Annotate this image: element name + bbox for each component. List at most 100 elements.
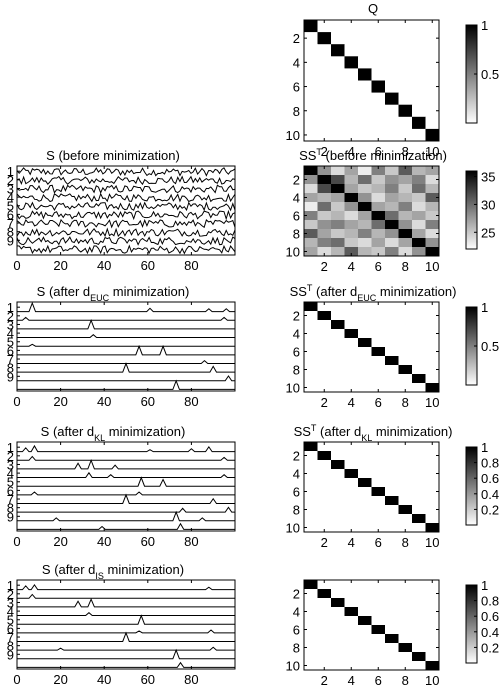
heatmap-cell xyxy=(331,634,345,644)
heatmap-cell xyxy=(358,32,372,45)
heatmap-cell xyxy=(385,496,399,506)
heatmap-cell xyxy=(371,661,386,671)
series-line xyxy=(17,491,235,496)
heatmap-cell xyxy=(344,320,359,330)
title-part: EUC xyxy=(357,293,377,303)
heatmap-cell xyxy=(331,166,345,176)
heatmap-cell xyxy=(304,625,318,635)
series-line xyxy=(17,458,235,470)
heatmap-cell xyxy=(371,451,386,461)
heatmap-cell xyxy=(385,202,399,212)
x-tick-label: 4 xyxy=(348,535,355,550)
heatmap-cell xyxy=(398,320,413,330)
y-tick-label: 7 xyxy=(7,216,14,231)
title-part: S (after d xyxy=(42,562,95,577)
heatmap-cell xyxy=(385,166,399,176)
heatmap-cell xyxy=(331,128,345,142)
heatmap-cell xyxy=(358,460,372,470)
heatmap-cell xyxy=(425,202,440,212)
heatmap-cell xyxy=(344,580,359,590)
heatmap-cell xyxy=(412,32,426,45)
heatmap-cell xyxy=(398,356,413,366)
heatmap-cell xyxy=(344,383,359,393)
heatmap-cell xyxy=(398,589,413,599)
heatmap-cell xyxy=(344,56,359,69)
heatmap-cell xyxy=(385,116,399,130)
heatmap-cell xyxy=(344,302,359,312)
series-line xyxy=(17,493,235,504)
heatmap-cell xyxy=(304,580,318,590)
series-line xyxy=(17,646,235,651)
heatmap-cell xyxy=(317,320,332,330)
x-tick-label: 8 xyxy=(402,673,409,688)
heatmap-cell xyxy=(425,211,440,221)
y-tick-label: 2 xyxy=(293,587,300,602)
heatmap-cell xyxy=(425,193,440,203)
heatmap-cell xyxy=(398,220,413,230)
heatmap-cell xyxy=(398,616,413,626)
y-tick-label: 3 xyxy=(7,595,14,610)
heatmap-cell xyxy=(317,220,332,230)
x-tick-label: 2 xyxy=(321,535,328,550)
heatmap-cell xyxy=(371,383,386,393)
heatmap-cell xyxy=(331,92,345,105)
heatmap-cell xyxy=(385,56,399,69)
series-line xyxy=(16,175,236,186)
heatmap-cell xyxy=(371,347,386,357)
heatmap-cell xyxy=(385,32,399,45)
heatmap-cell xyxy=(304,496,318,506)
heatmap-cell xyxy=(412,128,426,142)
heatmap-cell xyxy=(344,356,359,366)
heatmap-cell xyxy=(425,32,440,45)
heatmap-cell xyxy=(331,652,345,662)
heatmap-cell xyxy=(371,598,386,608)
colorbar-bar xyxy=(465,446,478,526)
colorbar-tick-label: 0.5 xyxy=(481,339,499,354)
heatmap-cell xyxy=(398,347,413,357)
title-part: KL xyxy=(361,433,372,443)
heatmap-cell xyxy=(304,311,318,321)
y-tick-label: 5 xyxy=(7,199,14,214)
x-tick-label: 6 xyxy=(375,673,382,688)
heatmap-cell xyxy=(358,383,372,393)
line-panel xyxy=(16,301,236,392)
heatmap-cell xyxy=(317,652,332,662)
heatmap-frame xyxy=(303,441,440,533)
heatmap-cell xyxy=(358,451,372,461)
heatmap-cell xyxy=(412,302,426,312)
heatmap-cell xyxy=(304,104,318,118)
series-line xyxy=(17,379,235,390)
colorbar-tick-label: 0.4 xyxy=(481,487,499,502)
heatmap-cell xyxy=(344,460,359,470)
title-part: minimization) xyxy=(104,562,184,577)
series-line xyxy=(16,227,236,238)
heatmap-cell xyxy=(358,598,372,608)
heatmap-cell xyxy=(425,338,440,348)
heatmap-cell xyxy=(344,643,359,653)
x-tick-label: 6 xyxy=(375,395,382,410)
heatmap-cell xyxy=(412,356,426,366)
heatmap-cell xyxy=(317,347,332,357)
heatmap-cell xyxy=(344,365,359,375)
heatmap-cell xyxy=(358,478,372,488)
title-part: IS xyxy=(95,571,104,581)
heatmap-cell xyxy=(371,487,386,497)
heatmap-cell xyxy=(385,320,399,330)
heatmap-cell xyxy=(358,211,372,221)
series-line xyxy=(17,471,235,479)
heatmap-cell xyxy=(425,634,440,644)
colorbar-bar xyxy=(465,584,478,664)
colorbar-tick-label: 0.4 xyxy=(481,625,499,640)
heatmap-cell xyxy=(331,523,345,533)
heatmap-cell xyxy=(304,356,318,366)
heatmap-panel xyxy=(303,165,440,257)
heatmap-cell xyxy=(358,487,372,497)
heatmap-cell xyxy=(331,220,345,230)
series-line xyxy=(16,236,236,246)
heatmap-cell xyxy=(412,116,426,130)
heatmap-cell xyxy=(304,469,318,479)
y-tick-label: 10 xyxy=(286,128,300,143)
heatmap-cell xyxy=(385,311,399,321)
heatmap-cell xyxy=(304,211,318,221)
heatmap-cell xyxy=(331,56,345,69)
